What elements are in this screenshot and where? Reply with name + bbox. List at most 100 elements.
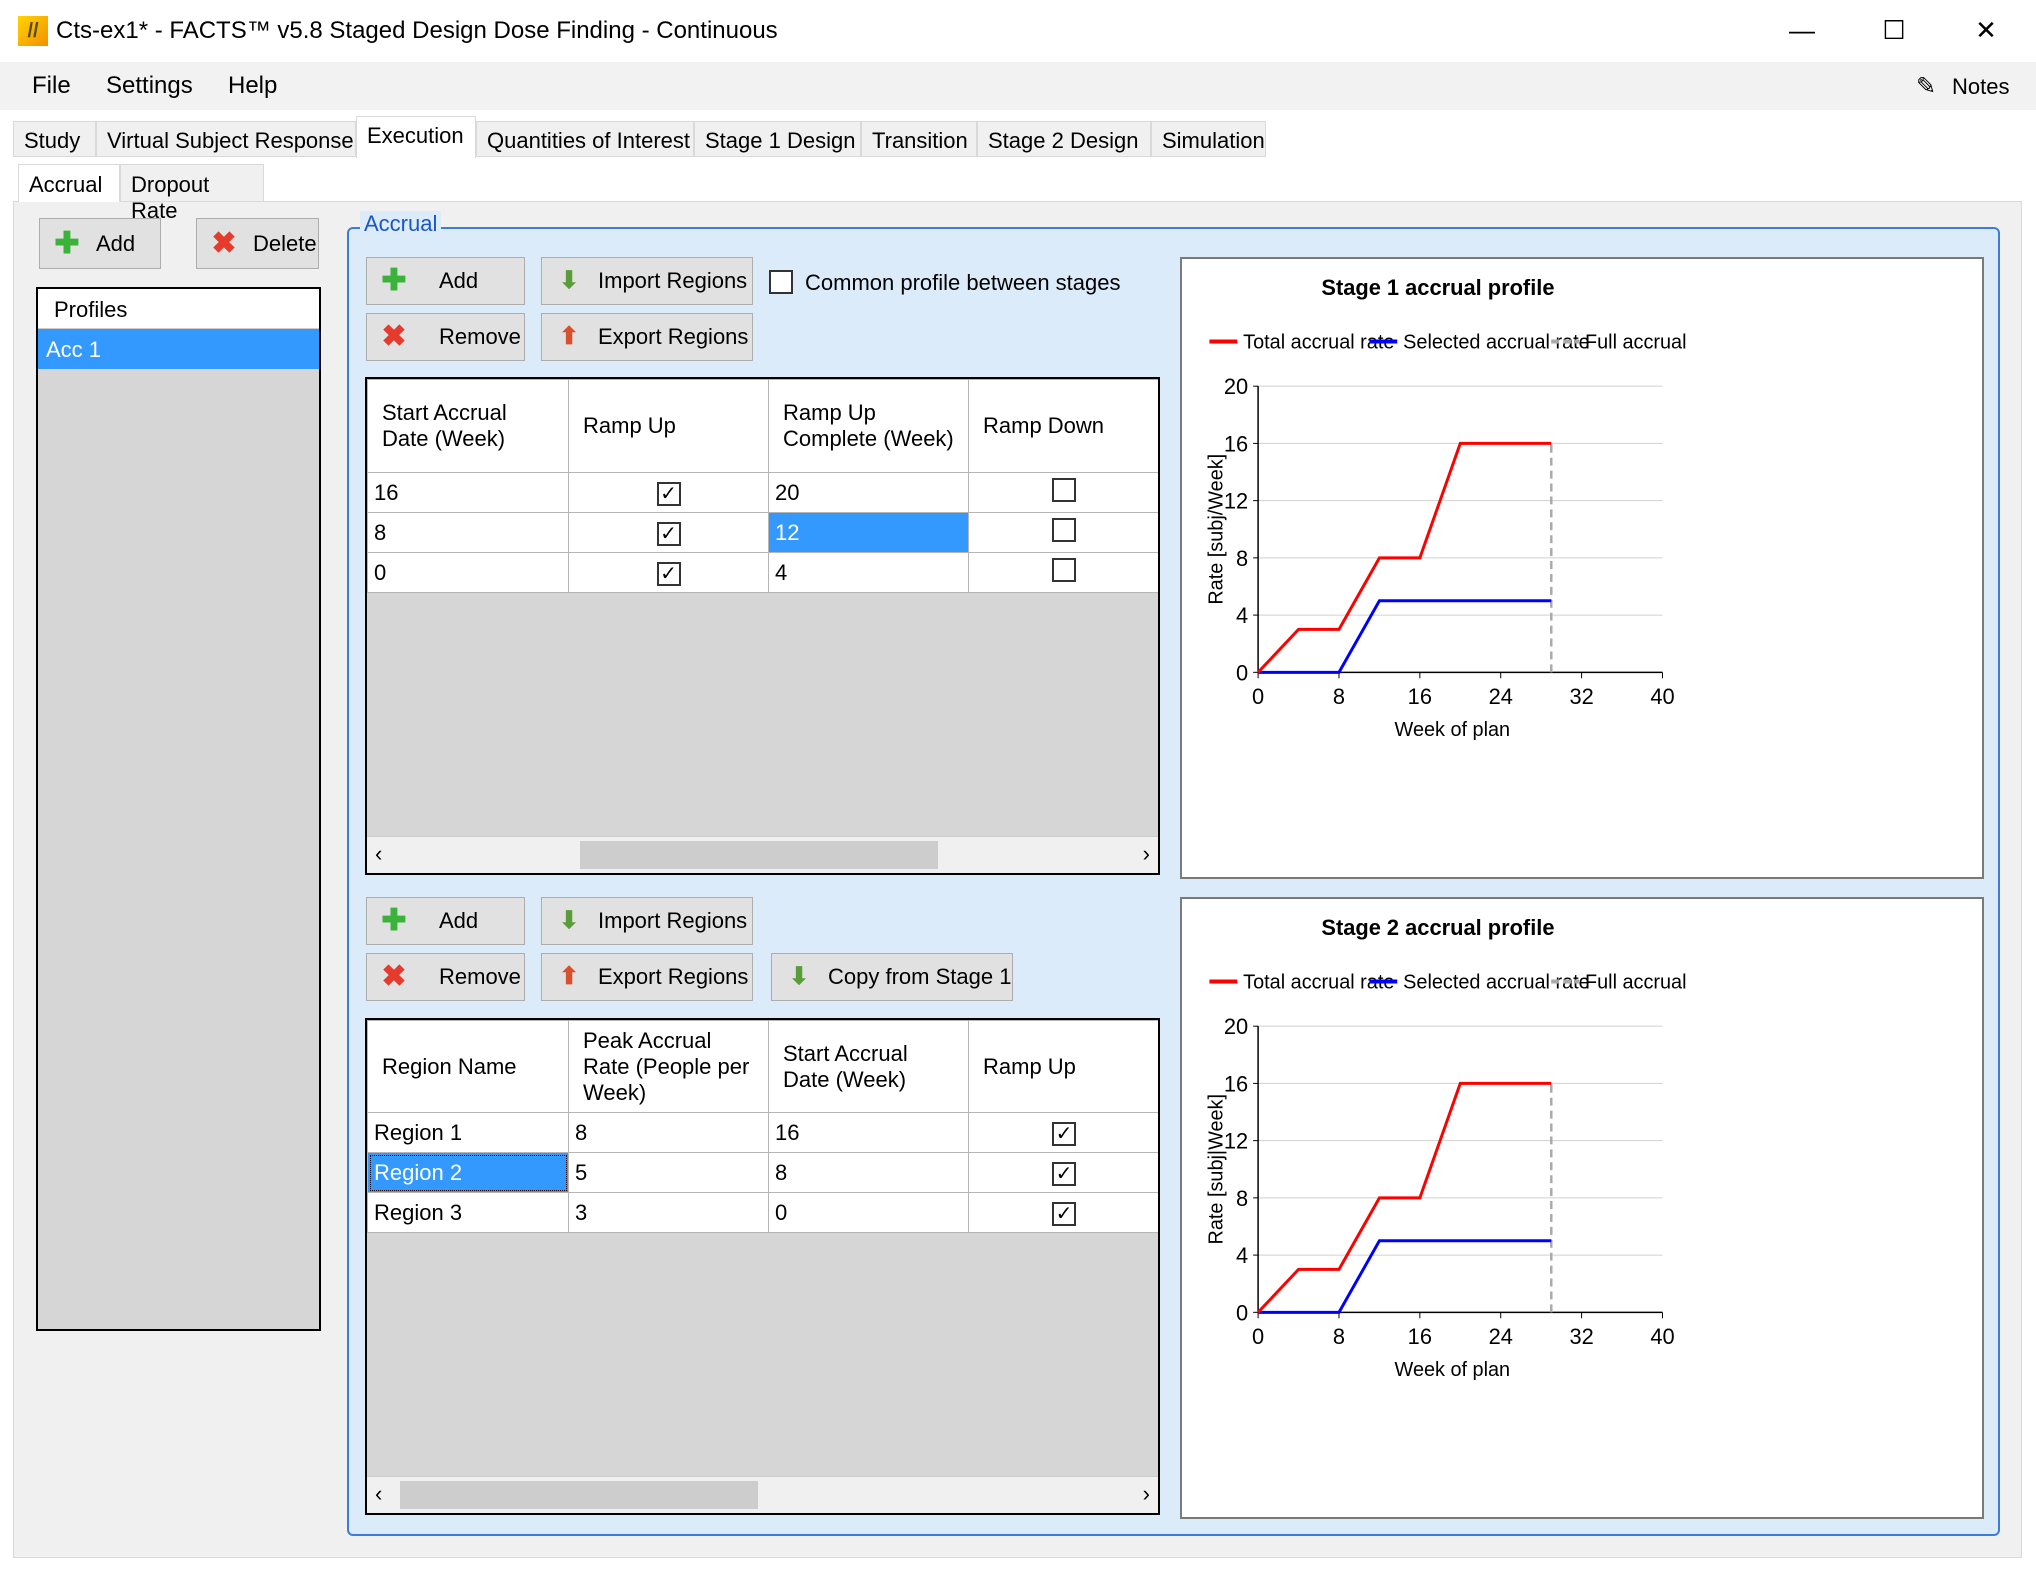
scrollbar-thumb[interactable]	[400, 1481, 758, 1509]
ramp-down-checkbox[interactable]	[1052, 557, 1076, 582]
menu-help[interactable]: Help	[228, 72, 278, 99]
legend-label-1: Selected accrual rate	[1403, 331, 1590, 353]
stage2-regions-grid[interactable]: Region Name Peak Accrual Rate (People pe…	[365, 1018, 1160, 1515]
ramp-up-checkbox[interactable]: ✓	[656, 561, 681, 586]
ramp-up-checkbox[interactable]: ✓	[656, 521, 681, 546]
ramp-up-checkbox[interactable]: ✓	[1052, 1121, 1076, 1146]
tab-quantities-of-interest[interactable]: Quantities of Interest	[476, 121, 694, 157]
cell-start[interactable]: 8	[367, 512, 569, 553]
table-row[interactable]: 16 ✓ 20	[367, 472, 1158, 513]
scroll-left-icon[interactable]: ‹	[375, 841, 383, 866]
y-tick-label: 20	[1224, 1014, 1248, 1039]
ramp-up-checkbox[interactable]: ✓	[1052, 1201, 1076, 1226]
ramp-up-checkbox[interactable]: ✓	[656, 481, 681, 506]
tab-stage-1-design[interactable]: Stage 1 Design	[694, 121, 861, 157]
tab-simulation[interactable]: Simulation	[1151, 121, 1266, 157]
ramp-down-checkbox[interactable]	[1052, 517, 1076, 542]
table-row[interactable]: Region 2 5 8 ✓	[367, 1152, 1158, 1193]
tab-virtual-subject-response[interactable]: Virtual Subject Response	[96, 121, 356, 157]
import-icon: ⬇	[558, 267, 580, 294]
col-ramp-down[interactable]: Ramp Down	[968, 379, 1158, 473]
cell-region-name[interactable]: Region 1	[367, 1112, 569, 1153]
cell-start[interactable]: 16	[367, 472, 569, 513]
stage2-import-regions-button[interactable]: ⬇ Import Regions	[541, 897, 753, 945]
cell-start[interactable]: 0	[768, 1192, 969, 1233]
delete-profile-button[interactable]: ✖ Delete	[196, 218, 319, 269]
tab-stage-2-design[interactable]: Stage 2 Design	[977, 121, 1151, 157]
cell-rate[interactable]: 8	[568, 1112, 769, 1153]
stage1-regions-grid[interactable]: Start Accrual Date (Week) Ramp Up Ramp U…	[365, 377, 1160, 875]
ramp-down-checkbox[interactable]	[1052, 477, 1076, 502]
stage1-remove-button[interactable]: ✖ Remove	[366, 313, 525, 361]
col-ramp-up-complete[interactable]: Ramp Up Complete (Week)	[768, 379, 969, 473]
col-peak-accrual-rate[interactable]: Peak Accrual Rate (People per Week)	[568, 1020, 769, 1113]
col-ramp-up[interactable]: Ramp Up	[968, 1020, 1158, 1113]
accrual-group-label: Accrual	[360, 211, 442, 237]
notes-button[interactable]: Notes	[1952, 74, 2010, 99]
subtab-dropout-rate[interactable]: Dropout Rate	[120, 164, 264, 223]
cell-complete-selected[interactable]: 12	[768, 512, 969, 553]
add-profile-button[interactable]: ✚ Add	[39, 218, 161, 269]
cell-region-name-selected[interactable]: Region 2	[367, 1152, 569, 1193]
stage2-remove-button[interactable]: ✖ Remove	[366, 953, 525, 1001]
scroll-left-icon[interactable]: ‹	[375, 1481, 383, 1506]
tab-execution[interactable]: Execution	[356, 116, 476, 158]
chart-title: Stage 2 accrual profile	[1321, 915, 1554, 940]
stage1-accrual-chart: Stage 1 accrual profile Total accrual rat…	[1180, 257, 1984, 879]
tab-transition[interactable]: Transition	[861, 121, 977, 157]
remove-icon: ✖	[381, 320, 407, 353]
horizontal-scrollbar[interactable]: ‹ ›	[367, 1476, 1158, 1513]
col-start-accrual[interactable]: Start Accrual Date (Week)	[367, 379, 569, 473]
stage2-export-regions-button[interactable]: ⬆ Export Regions	[541, 953, 753, 1001]
x-tick-label: 40	[1650, 684, 1674, 709]
col-ramp-up[interactable]: Ramp Up	[568, 379, 769, 473]
table-row[interactable]: Region 3 3 0 ✓	[367, 1192, 1158, 1233]
stage1-export-regions-button[interactable]: ⬆ Export Regions	[541, 313, 753, 361]
stage1-import-regions-button[interactable]: ⬇ Import Regions	[541, 257, 753, 305]
legend-label-2: Full accrual	[1585, 971, 1687, 993]
cell-rate[interactable]: 5	[568, 1152, 769, 1193]
tab-study[interactable]: Study	[13, 121, 96, 157]
cell-complete[interactable]: 20	[768, 472, 969, 513]
common-profile-checkbox[interactable]	[769, 270, 793, 294]
x-axis-label: Week of plan	[1395, 719, 1511, 741]
scrollbar-thumb[interactable]	[580, 841, 938, 869]
table-row[interactable]: 0 ✓ 4	[367, 552, 1158, 593]
profile-item[interactable]: Acc 1	[38, 329, 319, 369]
legend-label-2: Full accrual	[1585, 331, 1687, 353]
scroll-right-icon[interactable]: ›	[1142, 1481, 1150, 1506]
cell-complete[interactable]: 4	[768, 552, 969, 593]
col-region-name[interactable]: Region Name	[367, 1020, 569, 1113]
menu-file[interactable]: File	[32, 72, 71, 99]
x-tick-label: 8	[1333, 684, 1345, 709]
table-row[interactable]: Region 1 8 16 ✓	[367, 1112, 1158, 1153]
y-tick-label: 4	[1236, 1243, 1248, 1268]
legend-label-0: Total accrual rate	[1243, 331, 1394, 353]
table-row[interactable]: 8 ✓ 12	[367, 512, 1158, 553]
profiles-list[interactable]: Profiles Acc 1	[36, 287, 321, 1331]
stage2-add-button[interactable]: ✚ Add	[366, 897, 525, 945]
cell-region-name[interactable]: Region 3	[367, 1192, 569, 1233]
ramp-up-checkbox[interactable]: ✓	[1052, 1161, 1076, 1186]
cell-start[interactable]: 16	[768, 1112, 969, 1153]
common-profile-label: Common profile between stages	[805, 270, 1121, 295]
horizontal-scrollbar[interactable]: ‹ ›	[367, 836, 1158, 873]
title-bar	[0, 0, 2036, 62]
x-tick-label: 8	[1333, 1324, 1345, 1349]
x-tick-label: 32	[1569, 684, 1593, 709]
y-tick-label: 16	[1224, 1071, 1248, 1096]
maximize-button[interactable]: ☐	[1882, 15, 1906, 45]
cell-start[interactable]: 8	[768, 1152, 969, 1193]
stage1-add-button[interactable]: ✚ Add	[366, 257, 525, 305]
cell-rate[interactable]: 3	[568, 1192, 769, 1233]
copy-from-stage1-button[interactable]: ⬇ Copy from Stage 1	[771, 953, 1013, 1001]
scroll-right-icon[interactable]: ›	[1142, 841, 1150, 866]
minimize-button[interactable]: —	[1789, 15, 1815, 45]
close-button[interactable]: ✕	[1975, 15, 1997, 45]
y-tick-label: 16	[1224, 431, 1248, 456]
subtab-accrual[interactable]: Accrual	[18, 164, 120, 202]
col-start-accrual[interactable]: Start Accrual Date (Week)	[768, 1020, 969, 1113]
menu-bar	[0, 62, 2036, 110]
cell-start[interactable]: 0	[367, 552, 569, 593]
menu-settings[interactable]: Settings	[106, 72, 193, 99]
